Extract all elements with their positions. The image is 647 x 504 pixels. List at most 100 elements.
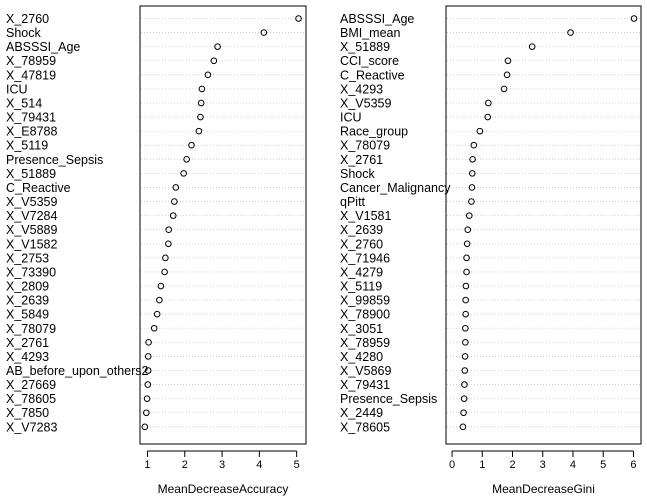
panel2-row-label: ICU xyxy=(340,111,362,125)
panel1-point-X_V5889 xyxy=(165,226,173,233)
panel2-row-label: X_V5359 xyxy=(340,96,391,110)
panel1-point-X_514 xyxy=(197,99,205,107)
panel2-point-qPitt xyxy=(468,198,475,205)
panel1-point-X_2760 xyxy=(295,15,302,22)
panel2-row-label: X_51889 xyxy=(340,40,390,54)
panel2-point-X_99859 xyxy=(462,296,469,304)
panel2-point-X_2760 xyxy=(463,240,471,248)
panel2-point-X_3051 xyxy=(462,324,469,332)
panel2-row-label: X_5119 xyxy=(340,280,382,294)
panel1-point-X_73390 xyxy=(161,268,168,276)
panel2-row-label: X_2639 xyxy=(340,223,383,237)
panel2-row-label: Shock xyxy=(340,167,375,181)
panel1-row-label: C_Reactive xyxy=(6,181,71,195)
panel2-row-label: X_4293 xyxy=(340,82,383,96)
panel1-point-X_V5359 xyxy=(171,198,178,205)
panel1-row-label: ICU xyxy=(6,82,28,96)
panel2-point-X_4280 xyxy=(461,353,469,360)
panel2-row-label: X_71946 xyxy=(340,251,390,265)
panel1-x-axis-title: MeanDecreaseAccuracy xyxy=(158,482,289,496)
panel2-x-tick-label: 0 xyxy=(449,459,455,471)
panel1-row-label: X_V5889 xyxy=(6,223,57,237)
panel1-row-label: X_5849 xyxy=(6,308,49,322)
panel1-point-X_5119 xyxy=(188,141,195,149)
panel1-row-label: X_514 xyxy=(6,96,42,110)
panel1-point-X_51889 xyxy=(180,170,187,177)
panel2-point-BMI_mean xyxy=(567,29,574,36)
panel1-point-X_78959 xyxy=(210,57,218,65)
panel2-row-label: C_Reactive xyxy=(340,68,405,82)
panel2-row-label: Cancer_Malignancy xyxy=(340,181,451,195)
panel2-x-tick-label: 3 xyxy=(540,459,546,471)
panel2-row-label: X_78900 xyxy=(340,308,390,322)
panel1-point-X_4293 xyxy=(144,353,152,360)
panel1-point-C_Reactive xyxy=(172,184,180,191)
panel2-point-X_79431 xyxy=(461,381,468,388)
panel1-point-Shock xyxy=(260,29,268,36)
panel1-row-label: X_7850 xyxy=(6,406,49,420)
panel2-point-X_V5359 xyxy=(485,99,492,107)
panel1-row-label: ABSSSI_Age xyxy=(6,40,80,54)
panel1-row-label: Presence_Sepsis xyxy=(6,153,103,167)
panel1-row-label: X_2760 xyxy=(6,12,49,26)
panel1-point-X_2753 xyxy=(162,254,169,262)
panel2-x-tick-label: 6 xyxy=(630,459,636,471)
panel1-x-tick-label: 2 xyxy=(182,459,188,471)
panel2-row-label: X_4279 xyxy=(340,265,383,279)
panel1-point-ICU xyxy=(198,85,206,93)
panel1-row-label: X_47819 xyxy=(6,68,56,82)
panel2-row-label: Presence_Sepsis xyxy=(340,392,437,406)
panel2-row-label: X_3051 xyxy=(340,322,383,336)
panel2-point-Presence_Sepsis xyxy=(460,395,468,402)
panel2-point-X_51889 xyxy=(528,43,536,50)
panel2-point-X_2639 xyxy=(464,226,472,233)
panel1-x-tick-label: 5 xyxy=(294,459,300,471)
panel2-point-X_78605 xyxy=(459,423,467,431)
panel2-point-X_4279 xyxy=(463,268,470,276)
panel2-point-X_2761 xyxy=(469,156,476,163)
panel2-x-tick-label: 2 xyxy=(509,459,515,471)
panel1-point-X_2761 xyxy=(145,339,152,346)
panel1-row-label: X_51889 xyxy=(6,167,56,181)
panel1-row-label: X_2809 xyxy=(6,280,49,294)
panel2-point-X_5119 xyxy=(462,282,470,290)
panel2-point-X_78079 xyxy=(470,141,478,149)
panel2-point-Race_group xyxy=(476,127,484,135)
panel2-x-axis-title: MeanDecreaseGini xyxy=(492,482,595,496)
panel1-point-X_79431 xyxy=(197,113,204,121)
panel2-row-label: X_4280 xyxy=(340,350,383,364)
panel1-point-X_V7283 xyxy=(141,423,149,431)
panel1-point-Presence_Sepsis xyxy=(183,156,190,163)
panel1-row-label: X_78079 xyxy=(6,322,56,336)
panel1-row-label: X_78605 xyxy=(6,392,56,406)
panel1-row-label: X_27669 xyxy=(6,378,56,392)
panel1-row-label: X_5119 xyxy=(6,139,48,153)
panel1-point-X_78079 xyxy=(150,324,158,332)
panel1-point-X_27669 xyxy=(144,381,152,388)
panel2-point-Cancer_Malignancy xyxy=(468,184,476,191)
panel1-x-tick-label: 4 xyxy=(256,459,262,471)
panel1-row-label: X_E8788 xyxy=(6,125,57,139)
panel1-row-label: Shock xyxy=(6,26,41,40)
panel1-point-X_5849 xyxy=(153,310,161,318)
panel2-x-tick-label: 4 xyxy=(570,459,576,471)
panel1-row-label: X_V7283 xyxy=(6,420,57,434)
panel2-point-X_V1581 xyxy=(465,212,473,219)
panel2-point-X_78959 xyxy=(462,339,469,346)
panel2-point-C_Reactive xyxy=(503,71,511,79)
panel2-row-label: Race_group xyxy=(340,125,408,139)
panel2-plot-frame xyxy=(445,5,642,445)
panel1-row-label: X_78959 xyxy=(6,54,56,68)
panel1-point-AB_before_upon_others2 xyxy=(144,367,152,374)
panel1-point-X_7850 xyxy=(143,409,150,417)
panel1-point-X_V7284 xyxy=(169,212,177,219)
panel2-point-X_V5869 xyxy=(461,367,469,374)
panel1-row-label: X_V7284 xyxy=(6,209,57,223)
panel1-row-label: X_2761 xyxy=(6,336,49,350)
panel1-x-tick-label: 1 xyxy=(144,459,150,471)
panel2-point-CCI_score xyxy=(504,57,512,65)
panel1-row-label: X_V1582 xyxy=(6,237,57,251)
panel1-x-tick-label: 3 xyxy=(219,459,225,471)
panel2-row-label: CCI_score xyxy=(340,54,399,68)
